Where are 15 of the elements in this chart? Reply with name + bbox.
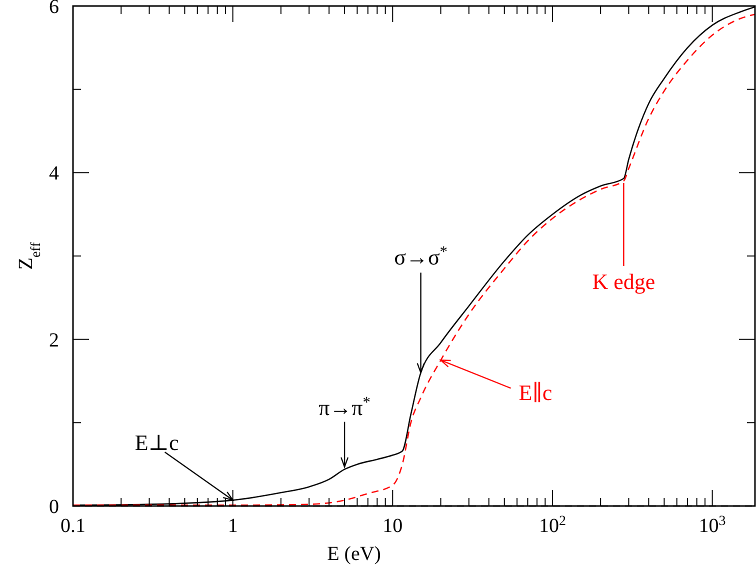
x-tick-label: 10$^{2}$ (538, 514, 566, 537)
x-tick-label: 10$^{3}$ (698, 514, 726, 537)
y-tick-label: 0 (49, 496, 59, 518)
annotation: π→π$^{*}$ (318, 393, 370, 420)
y-tick-label: 6 (49, 0, 59, 18)
text: E∥c (518, 380, 552, 406)
y-tick-label: 2 (49, 329, 59, 352)
x-axis-title: E (eV) (327, 543, 381, 565)
x-tick-label: 1 (228, 515, 238, 537)
x-tick-label: 10 (382, 515, 403, 537)
text: E⊥c (134, 430, 179, 456)
x-tick-label: 0.1 (60, 515, 86, 537)
annotation: σ→σ$^{*}$ (394, 243, 448, 270)
annotation: K edge (592, 269, 656, 294)
y-tick-label: 4 (49, 162, 59, 185)
